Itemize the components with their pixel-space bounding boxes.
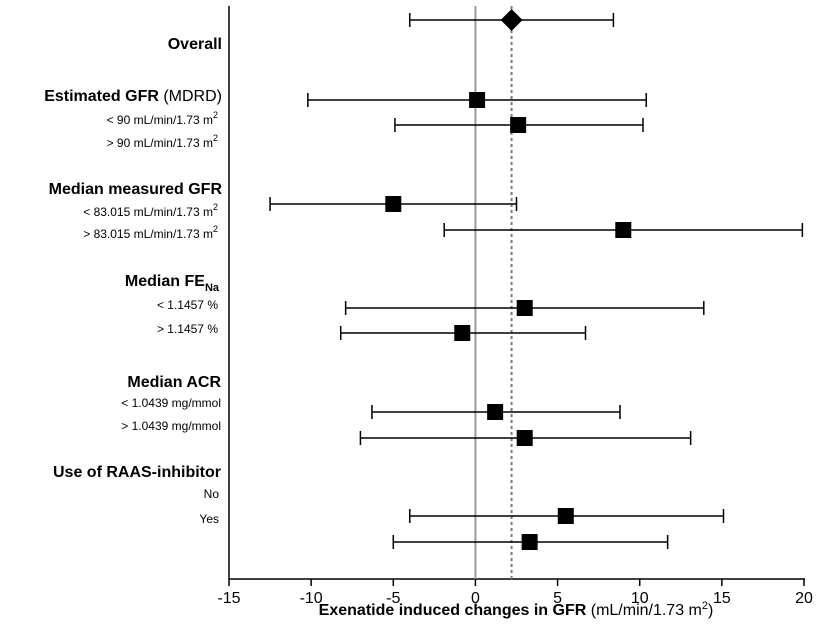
row-label-raas-no: No (204, 487, 220, 501)
estimate-square (615, 222, 632, 238)
x-tick-label: 10 (631, 590, 649, 607)
ci-row (408, 9, 615, 31)
ci-row (408, 508, 725, 524)
row-label-mgfr-below: < 83.015 mL/min/1.73 m2 (83, 202, 218, 219)
group-label-median-fena: Median FENa (125, 273, 220, 294)
row-label-fena-above: > 1.1457 % (157, 322, 218, 336)
estimate-square (557, 508, 574, 524)
row-label-fena-below: < 1.1457 % (157, 298, 218, 312)
ci-row (344, 300, 705, 316)
ci-row (394, 117, 644, 133)
group-label-median-measured-gfr: Median measured GFR (49, 181, 223, 198)
group-label-overall: Overall (168, 36, 222, 53)
row-label-acr-below: < 1.0439 mg/mmol (121, 396, 221, 410)
row-label-egfr-above: > 90 mL/min/1.73 m2 (107, 133, 218, 150)
ci-row (339, 325, 587, 341)
ci-row (359, 430, 692, 446)
estimate-diamond (500, 9, 523, 31)
x-tick-label: -10 (300, 590, 323, 607)
estimate-square (385, 196, 402, 212)
estimate-square (516, 430, 533, 446)
ci-row (443, 222, 804, 238)
estimate-square (516, 300, 533, 316)
ci-row (371, 404, 621, 420)
estimate-square (487, 404, 504, 420)
x-tick-label: 0 (471, 590, 480, 607)
x-axis-label: Exenatide induced changes in GFR (mL/min… (319, 600, 714, 619)
estimate-square (521, 534, 538, 550)
row-label-acr-above: > 1.0439 mg/mmol (121, 419, 221, 433)
row-label-mgfr-above: > 83.015 mL/min/1.73 m2 (83, 224, 218, 241)
estimate-square (510, 117, 527, 133)
estimate-square (469, 92, 486, 108)
ci-row (392, 534, 669, 550)
group-label-median-acr: Median ACR (127, 374, 221, 391)
x-tick-label: 15 (713, 590, 731, 607)
estimate-square (454, 325, 471, 341)
x-tick-label: -5 (386, 590, 400, 607)
row-label-egfr-below: < 90 mL/min/1.73 m2 (107, 110, 218, 127)
ci-row (307, 92, 648, 108)
x-tick-label: 5 (553, 590, 562, 607)
x-tick-label: -15 (217, 590, 240, 607)
group-label-raas: Use of RAAS-inhibitor (53, 464, 221, 481)
group-label-estimated-gfr: Estimated GFR (MDRD) (44, 88, 222, 105)
ci-row (269, 196, 518, 212)
row-label-raas-yes: Yes (199, 512, 219, 526)
x-tick-label: 20 (795, 590, 813, 607)
